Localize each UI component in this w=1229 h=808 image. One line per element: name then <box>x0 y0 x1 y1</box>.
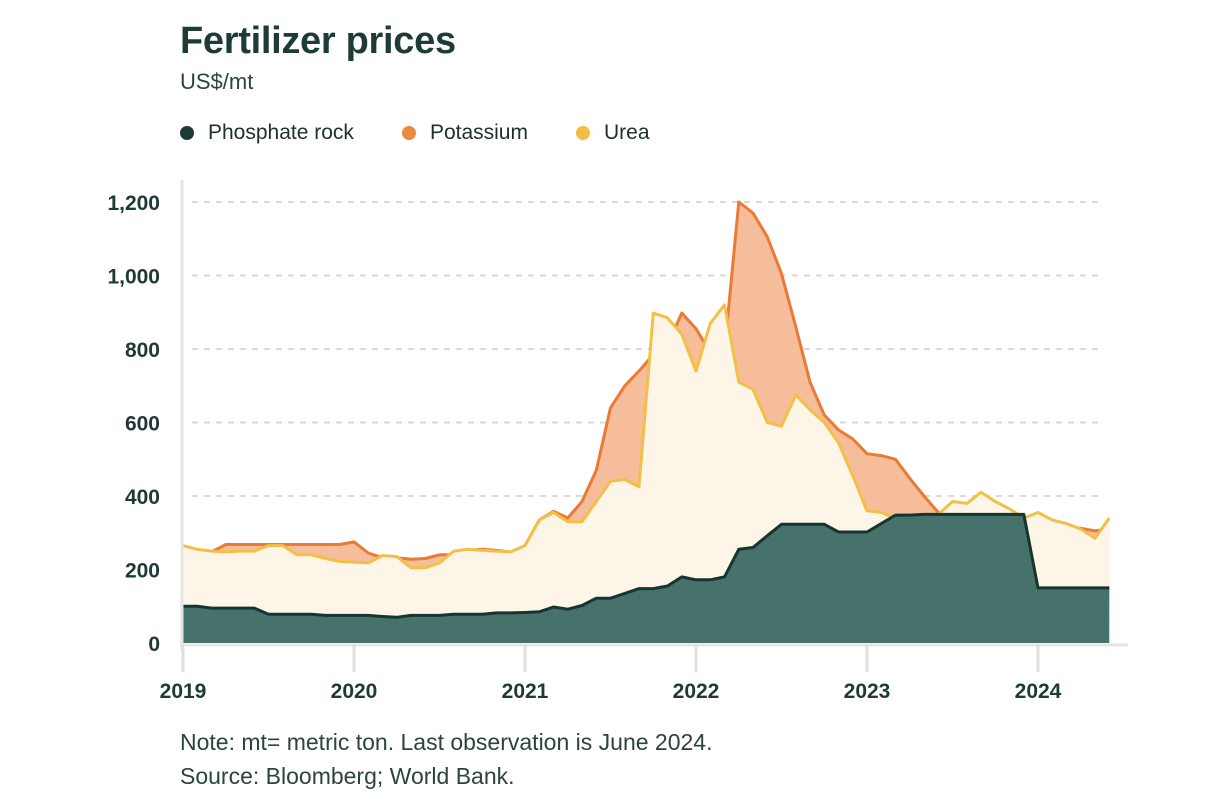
x-tick-label: 2019 <box>160 680 207 703</box>
chart-title: Fertilizer prices <box>180 20 456 62</box>
y-tick-label: 0 <box>148 633 160 656</box>
y-tick-label: 800 <box>125 339 160 362</box>
legend-swatch-urea <box>575 126 590 140</box>
legend-swatch-phosphate-rock <box>180 126 194 140</box>
legend-item-urea: Urea <box>575 121 650 145</box>
y-tick-label: 1,000 <box>107 266 160 289</box>
chart-notes: Note: mt= metric ton. Last observation i… <box>180 725 712 793</box>
y-tick-label: 400 <box>125 486 160 509</box>
x-tick-label: 2024 <box>1015 680 1062 703</box>
x-axis-ticks: 2019 2020 2021 2022 2023 2024 <box>160 645 1062 703</box>
x-tick-label: 2020 <box>331 680 378 703</box>
note-text: Note: mt= metric ton. Last observation i… <box>180 729 713 755</box>
legend: Phosphate rock Potassium Urea <box>180 121 698 145</box>
y-axis-ticks: 0 200 400 600 800 1,000 1,200 <box>107 192 160 656</box>
phosphate-rock-area <box>183 514 1110 643</box>
legend-swatch-potassium <box>401 126 416 140</box>
chart-subtitle: US$/mt <box>180 69 254 94</box>
x-tick-label: 2021 <box>502 680 549 703</box>
y-tick-label: 1,200 <box>107 192 160 215</box>
phosphate-rock-line <box>183 512 1110 619</box>
legend-item-phosphate-rock: Phosphate rock <box>180 121 354 145</box>
legend-label-potassium: Potassium <box>429 121 528 144</box>
urea-line <box>182 303 1111 570</box>
source-text: Source: Bloomberg; World Bank. <box>180 763 515 789</box>
x-tick-label: 2023 <box>844 680 891 703</box>
legend-item-potassium: Potassium <box>401 121 528 145</box>
axes <box>180 180 1128 650</box>
area-series <box>181 200 1111 643</box>
x-tick-label: 2022 <box>673 680 720 703</box>
legend-label-urea: Urea <box>603 121 650 144</box>
y-tick-label: 200 <box>125 560 160 583</box>
legend-label-phosphate-rock: Phosphate rock <box>208 121 354 144</box>
y-tick-label: 600 <box>125 413 160 436</box>
